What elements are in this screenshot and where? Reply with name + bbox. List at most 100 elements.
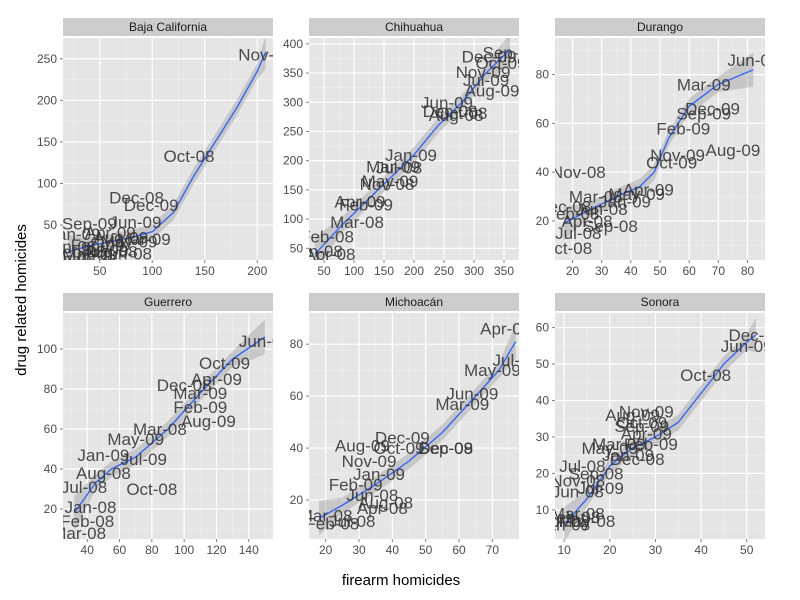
point-label: Dec-09 (375, 429, 430, 448)
y-tick-label: 20 (290, 493, 304, 507)
panel-1-background (63, 38, 273, 260)
point-label: Jul-08 (559, 457, 605, 476)
point-label: Feb-08 (52, 243, 106, 262)
point-label: Mar-09 (366, 158, 420, 177)
point-label: Jan-09 (77, 446, 129, 465)
confidence-ribbon (68, 38, 266, 260)
x-tick-label: 150 (195, 264, 215, 278)
y-tick-label: 250 (37, 52, 57, 66)
point-label: Feb-08 (546, 205, 600, 224)
point-label: Apr-09 (480, 320, 531, 339)
point-label: May-09 (608, 185, 665, 204)
point-label: Oct-08 (680, 366, 731, 385)
point-label: Jun-09 (721, 337, 773, 356)
point-label: Feb-09 (71, 236, 125, 255)
point-label: Oct-09 (475, 54, 526, 73)
point-label: Jan-09 (385, 146, 437, 165)
point-label: Jun-09 (446, 385, 498, 404)
point-label: Apr-09 (334, 193, 385, 212)
x-tick-label: 10 (557, 543, 571, 557)
x-tick-label: 20 (319, 543, 333, 557)
panel-3-strip-title: Durango (637, 20, 683, 34)
point-label: Feb-09 (173, 398, 227, 417)
y-tick-label: 150 (37, 135, 57, 149)
panel-1: Baja CaliforniaNov-08Oct-08Dec-08Dec-09J… (37, 18, 293, 278)
smooth-line (314, 49, 511, 255)
point-label: Dec-08 (423, 102, 478, 121)
y-tick-label: 40 (536, 165, 550, 179)
point-label: Nov-08 (360, 175, 415, 194)
point-label: Mar-08 (330, 213, 384, 232)
x-tick-label: 30 (352, 543, 366, 557)
y-axis-title: drug related homicides (13, 224, 30, 376)
y-tick-label: 100 (37, 342, 57, 356)
point-label: Sep-08 (583, 217, 638, 236)
x-tick-label: 60 (113, 543, 127, 557)
point-label: Nov-09 (650, 146, 705, 165)
panel-2-strip (309, 18, 519, 36)
x-tick-label: 100 (344, 264, 364, 278)
point-label: Jul-09 (577, 479, 623, 498)
point-label: Dec-09 (728, 326, 783, 345)
point-label: Mar-09 (117, 230, 171, 249)
point-label: May-09 (107, 430, 164, 449)
point-label: Jul-08 (329, 512, 375, 531)
point-label: Sep-09 (483, 44, 538, 63)
point-label: Jan-08 (291, 242, 343, 261)
confidence-ribbon (74, 319, 265, 531)
y-tick-label: 350 (283, 66, 303, 80)
point-label: Jul-09 (463, 71, 509, 90)
y-tick-label: 40 (44, 462, 58, 476)
point-label: Jun-09 (109, 213, 161, 232)
x-tick-label: 70 (712, 264, 726, 278)
y-tick-label: 200 (37, 93, 57, 107)
point-label: Aug-09 (335, 436, 390, 455)
x-tick-label: 250 (434, 264, 454, 278)
point-label: Jan-09 (49, 225, 101, 244)
x-tick-label: 20 (566, 264, 580, 278)
panel-4: Guerrero Jun-09Oct-09Apr-09Dec-08Mar-09Fe… (37, 293, 291, 557)
point-label: Dec-09 (685, 100, 740, 119)
y-tick-label: 50 (44, 218, 58, 232)
panel-3-plot-area: Jun-09Mar-09Dec-09Sep-09Feb-09Aug-09Nov-… (546, 38, 765, 260)
point-label: Jul-08 (555, 224, 601, 243)
point-label: Aug-09 (93, 229, 148, 248)
x-tick-label: 50 (419, 543, 433, 557)
x-tick-label: 120 (206, 543, 226, 557)
panel-5-strip-title: Michoacán (385, 295, 443, 309)
point-label: May-09 (101, 233, 158, 252)
point-label: Jul-09 (493, 351, 539, 370)
y-tick-label: 100 (283, 212, 303, 226)
point-label: Aug-09 (181, 412, 236, 431)
point-label: Jun-08 (552, 483, 604, 502)
confidence-ribbon (563, 52, 754, 241)
smooth-line (563, 69, 754, 225)
point-label: Apr-08 (562, 212, 613, 231)
point-label: Sep-09 (418, 439, 473, 458)
point-label: Jun-09 (239, 332, 291, 351)
panel-5-strip (309, 293, 519, 311)
x-tick-label: 40 (386, 543, 400, 557)
point-label: Feb-08 (300, 228, 354, 247)
point-label: Nov-08 (238, 46, 293, 65)
point-label: Apr-08 (539, 512, 590, 531)
panel-4-plot-area: Jun-09Oct-09Apr-09Dec-08Mar-09Feb-09Aug-… (60, 313, 291, 539)
point-label: Jan-08 (64, 498, 116, 517)
x-tick-label: 200 (404, 264, 424, 278)
y-tick-label: 40 (536, 393, 550, 407)
point-label: Nov-09 (456, 63, 511, 82)
point-label: Apr-09 (621, 424, 672, 443)
x-tick-label: 50 (317, 264, 331, 278)
point-label: Feb-08 (60, 512, 114, 531)
x-tick-label: 140 (239, 543, 259, 557)
point-label: Sep-08 (569, 464, 624, 483)
y-tick-label: 50 (536, 357, 550, 371)
point-label: Jun-08 (576, 200, 628, 219)
point-label: Feb-09 (624, 435, 678, 454)
x-tick-label: 40 (624, 264, 638, 278)
panel-4-strip-title: Guerrero (144, 295, 192, 309)
point-label: Nov-09 (619, 402, 674, 421)
point-label: Sep-09 (676, 105, 731, 124)
